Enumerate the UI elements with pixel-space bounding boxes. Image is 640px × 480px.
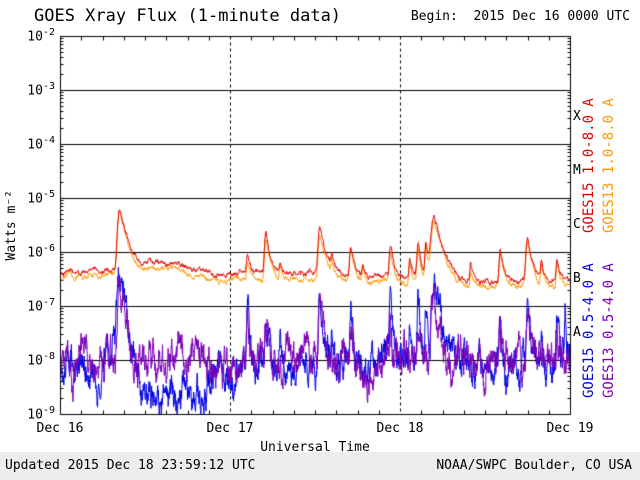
flare-class-label: M <box>573 163 581 178</box>
x-tick-label: Dec 18 <box>376 421 424 436</box>
begin-timestamp: Begin: 2015 Dec 16 0000 UTC <box>410 9 630 24</box>
x-tick-label: Dec 17 <box>206 421 254 436</box>
y-tick-label: 10-6 <box>27 243 55 261</box>
y-tick-label: 10-7 <box>27 297 55 315</box>
flare-class-label: B <box>573 271 581 286</box>
y-tick-label: 10-2 <box>27 27 55 45</box>
data-source: NOAA/SWPC Boulder, CO USA <box>436 458 632 473</box>
legend-label-goes13-short: GOES13 0.5-4.0 A <box>601 263 617 399</box>
x-tick-label: Dec 16 <box>36 421 84 436</box>
chart-title: GOES Xray Flux (1-minute data) <box>34 6 342 26</box>
y-tick-label: 10-3 <box>27 81 55 99</box>
legend-label-goes13-long: GOES13 1.0-8.0 A <box>601 98 617 234</box>
legend-label-goes15-short: GOES15 0.5-4.0 A <box>581 263 597 399</box>
flare-class-label: C <box>573 217 581 232</box>
y-tick-label: 10-9 <box>27 405 55 423</box>
y-tick-label: 10-5 <box>27 189 55 207</box>
flare-class-label: A <box>573 325 581 340</box>
flare-class-label: X <box>573 109 581 124</box>
footer-band <box>0 452 640 480</box>
y-tick-label: 10-4 <box>27 135 55 153</box>
x-tick-label: Dec 19 <box>546 421 594 436</box>
updated-timestamp: Updated 2015 Dec 18 23:59:12 UTC <box>5 458 256 473</box>
legend-label-goes15-long: GOES15 1.0-8.0 A <box>581 98 597 234</box>
y-tick-label: 10-8 <box>27 351 55 369</box>
x-axis-title: Universal Time <box>260 440 370 455</box>
